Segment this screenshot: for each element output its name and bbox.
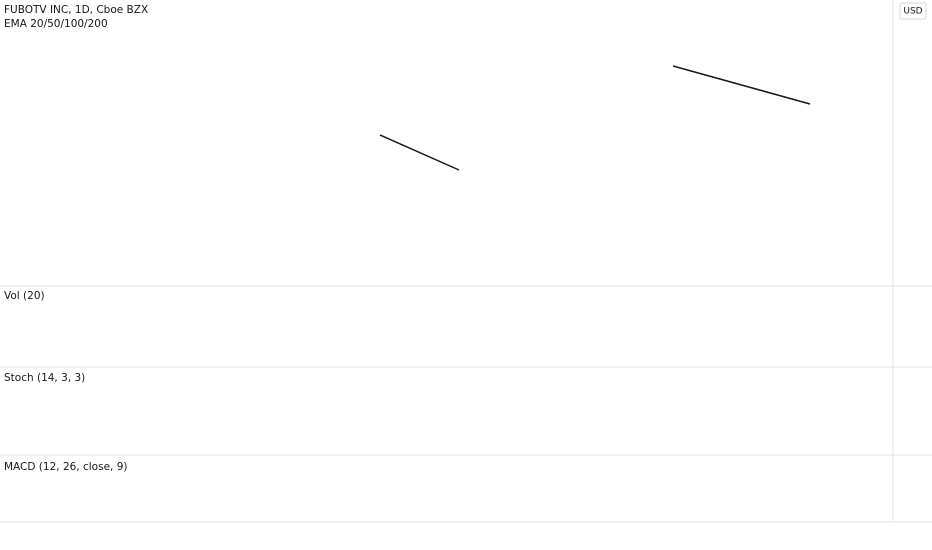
pane-title: MACD (12, 26, close, 9) — [4, 461, 127, 473]
indicator-label: EMA 20/50/100/200 — [4, 18, 108, 30]
trend-line — [379, 134, 460, 171]
currency-label[interactable]: USD — [903, 7, 922, 17]
trend-line — [672, 65, 811, 105]
pane-title: Stoch (14, 3, 3) — [4, 372, 85, 384]
chart-title: FUBOTV INC, 1D, Cboe BZX — [4, 4, 148, 16]
currency-box[interactable] — [899, 2, 927, 20]
pane-title: Vol (20) — [4, 290, 45, 302]
